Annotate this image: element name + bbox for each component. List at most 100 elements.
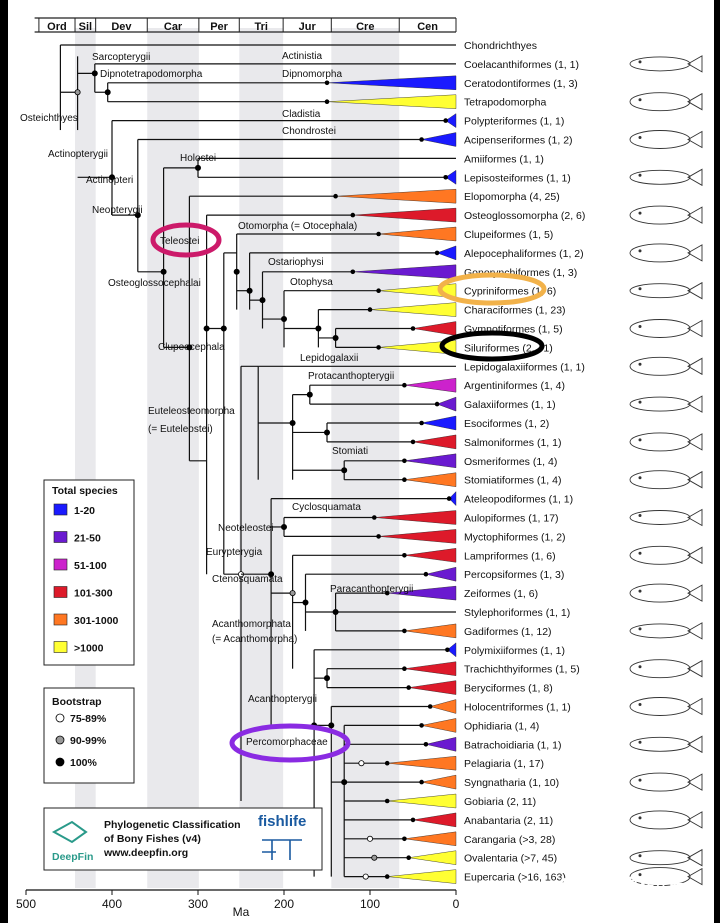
tree-node [246,287,253,294]
fish-illustration-tail [687,130,703,149]
node-dot [406,855,412,860]
node-dot [445,647,450,653]
species-legend-label: 1-20 [74,505,95,517]
clade-label: Dipnotetrapodomorpha [100,69,203,80]
clade-triangle [326,75,457,91]
node-dot [427,704,433,709]
node-dot [384,760,390,766]
tree-node [289,590,296,597]
taxon-label: Aulopiformes (1, 17) [464,513,559,525]
fish-illustration [629,319,691,338]
taxon-label: Siluriformes (2, 41) [464,342,553,354]
node-dot [350,212,356,218]
fish-illustration-eye [638,740,642,744]
taxon-label: Salmoniformes (1, 1) [464,437,561,449]
fish-illustration-eye [638,325,642,328]
species-legend-swatch [53,503,68,516]
node-dot [402,628,407,634]
tree-node [289,419,296,426]
fish-illustration-eye [638,551,642,555]
fish-illustration [629,850,691,866]
clade-label: Holostei [180,153,216,164]
x-axis-tick-label: 200 [274,897,294,911]
clade-triangle [412,812,457,828]
taxon-label: Ceratodontiformes (1, 3) [464,78,578,90]
tree-node [323,429,330,436]
clade-triangle [421,132,457,147]
node-dot [410,439,416,445]
period-band [331,28,400,888]
node-dot [402,477,407,483]
clade-triangle [447,642,457,658]
clade-triangle [374,510,457,525]
clade-triangle [404,623,457,639]
taxon-label: Chondrichthyes [464,40,537,52]
tree-node [358,760,365,767]
clade-triangle [378,529,457,544]
fish-illustration-tail [687,735,703,754]
tree-node [268,571,275,578]
x-axis-label: Ma [233,905,250,919]
period-band [147,28,199,888]
taxon-label: Gadiformes (1, 12) [464,626,552,638]
fish-illustration-tail [687,848,703,867]
taxon-label: Polypteriformes (1, 1) [464,116,564,128]
fish-illustration [629,659,691,679]
node-dot [350,269,356,275]
phylogenetic-tree [59,44,456,880]
node-dot [367,307,373,312]
clade-label: Acanthomorphata [212,619,291,630]
node-dot [376,534,381,539]
taxon-label: Zeiformes (1, 6) [464,588,538,600]
clade-triangle [404,377,457,393]
deepfin-logo-text: DeepFin [52,851,93,863]
fish-illustration-tail [687,433,703,451]
fish-illustration [629,130,691,149]
taxon-label: Elopomorpha (4, 25) [464,191,560,203]
taxon-label: Stomiatiformes (1, 4) [464,475,561,487]
node-dot [410,817,416,823]
node-dot [384,874,390,879]
node-dot [443,118,448,123]
fish-illustration-tail [687,319,703,338]
clade-label: Euteleosteomorpha [148,406,235,417]
clade-label: Teleostei [160,236,199,247]
taxon-label: Tetrapodomorpha [464,97,546,109]
fish-illustration-eye [638,173,642,177]
fish-illustration [629,432,691,452]
taxon-label: Cypriniformes (1, 6) [464,286,556,298]
fish-illustration-eye [638,211,642,215]
node-dot [443,175,448,180]
tree-node [315,325,322,332]
clade-label: (= Acanthomorpha) [212,634,297,645]
node-dot [402,458,407,464]
node-dot [372,515,377,520]
tree-node [280,316,287,323]
fish-illustration-tail [687,622,703,640]
tree-node [109,174,116,181]
node-dot [384,590,390,596]
fish-illustration-eye [638,476,642,480]
fish-illustration [629,545,691,565]
taxon-label: Amiiformes (1, 1) [464,153,544,165]
fish-illustration-eye [638,589,642,593]
logo-line2: of Bony Fishes (v4) [104,833,201,845]
period-band [239,28,284,888]
taxon-label: Percopsiformes (1, 3) [464,569,564,581]
node-dot [402,553,407,558]
clade-triangle [408,680,457,695]
bootstrap-legend-label: 100% [70,757,98,769]
fish-illustration [629,56,691,72]
species-legend-swatch [53,531,68,543]
taxon-label: Characiformes (1, 23) [464,305,566,317]
period-label: Dev [111,21,132,33]
clade-label: Percomorphaceae [246,737,328,748]
fish-illustration [629,867,691,887]
clade-label: Dipnomorpha [282,69,342,80]
bootstrap-legend-label: 90-99% [70,735,107,747]
node-dot [423,742,429,747]
fish-illustration [629,205,691,225]
node-dot [419,420,424,426]
node-dot [324,99,330,104]
highlight-ellipse [437,272,547,306]
